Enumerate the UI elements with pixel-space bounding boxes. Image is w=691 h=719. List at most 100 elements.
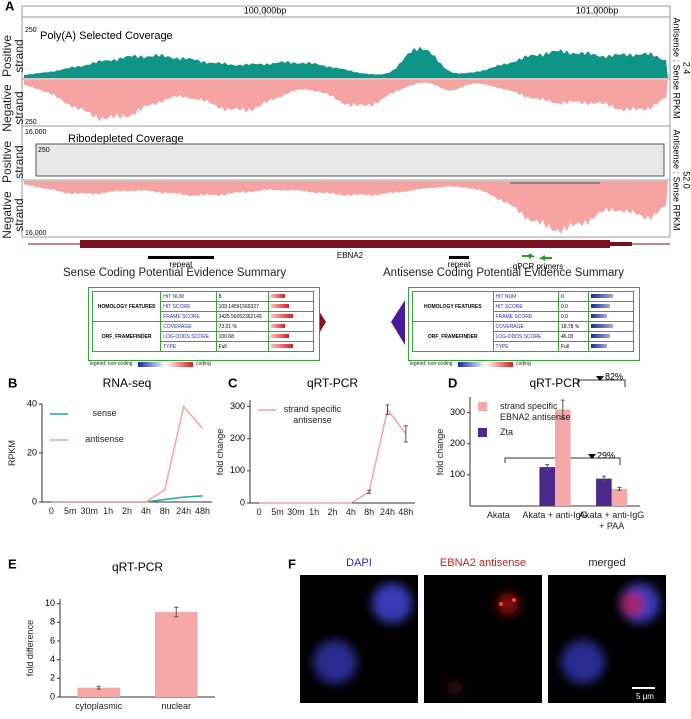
evidence-glyph xyxy=(591,303,610,308)
table-cell: HIT NUM xyxy=(492,291,559,302)
table-title: Antisense Coding Potential Evidence Summ… xyxy=(383,267,624,279)
ratio-value: 52.0 xyxy=(682,171,691,189)
error-bar xyxy=(601,475,606,482)
arrow-antisense xyxy=(391,300,405,345)
y-axis-label: fold change xyxy=(435,428,445,475)
table-row: ORF_FRAMEFINDER COVERAGE 73.01 % xyxy=(91,321,314,352)
legend-label: strand specific EBNA2 antisense xyxy=(500,401,571,422)
repeat-label: repeat xyxy=(448,260,471,269)
table-legend: legend: non-coding xyxy=(90,361,133,367)
x-tick-label: 30m xyxy=(287,507,305,517)
y-tick-label: 2 xyxy=(50,673,55,683)
table-cell: 0.0 xyxy=(557,301,590,312)
chart-title: qRT-PCR xyxy=(112,560,163,574)
table-legend: legend: non-coding xyxy=(410,361,453,367)
x-tick-label: 0 xyxy=(256,507,262,517)
table-box: HOMOLOGY FEATURES HIT NUM 0 HIT SCORE 0.0 FRA… xyxy=(408,287,640,361)
table-cell: 73.01 % xyxy=(215,321,270,332)
error-bar xyxy=(560,399,565,420)
x-tick-label: Akata + anti-IgG xyxy=(522,510,588,520)
table-cell xyxy=(268,341,314,352)
legend-label: antisense xyxy=(85,434,124,444)
x-tick-label: 0 xyxy=(48,506,54,516)
error-bar xyxy=(403,425,408,443)
table-cell: TYPE xyxy=(492,341,559,352)
table-cell: Full xyxy=(557,341,590,352)
error-bar xyxy=(545,464,550,471)
x-tick-label: cytoplasmic xyxy=(75,701,123,711)
legend-label: strand specific antisense xyxy=(283,404,342,425)
y-axis-label: fold difference xyxy=(25,619,35,677)
scale-label: 250 xyxy=(25,119,37,126)
x-tick-label: 5m xyxy=(271,507,284,517)
table-cell: LOG-ODDS SCORE xyxy=(492,331,559,342)
table-cell: HOMOLOGY FEATURES xyxy=(412,291,494,322)
table-cell xyxy=(588,311,634,322)
foci xyxy=(499,602,503,606)
table-cell: ORF_FRAMEFINDER xyxy=(91,321,162,352)
chart-title: qRT-PCR xyxy=(529,376,580,390)
evidence-glyph xyxy=(271,313,293,318)
channel-label: DAPI xyxy=(346,557,372,569)
inner-box xyxy=(35,143,665,177)
x-tick-label: 48h xyxy=(195,506,211,516)
x-tick-label: 8h xyxy=(364,507,375,517)
x-tick-label: 2h xyxy=(121,506,132,516)
x-tick-label: Akata xyxy=(486,510,510,520)
coverage-area xyxy=(24,181,668,234)
x-tick-label: 30m xyxy=(80,506,98,516)
table-row: TYPE Full xyxy=(413,341,634,352)
y-tick-label: 200 xyxy=(450,438,465,448)
error-bar xyxy=(174,606,179,618)
x-tick-label: 4h xyxy=(345,507,356,517)
x-tick-label: 2h xyxy=(327,507,338,517)
table-cell xyxy=(268,301,314,312)
panel-letter: E xyxy=(8,556,17,571)
y-tick-label: 0 xyxy=(50,691,55,701)
channel-label: EBNA2 antisense xyxy=(440,557,526,569)
table-cell: 109.14591569327 xyxy=(215,301,270,312)
y-tick-label: 4 xyxy=(50,654,55,664)
scale-label: 250 xyxy=(25,27,37,34)
evidence-table: HOMOLOGY FEATURES HIT NUM 0 HIT SCORE 0.0 FRA… xyxy=(412,291,634,352)
strand-label: Positive strand xyxy=(0,34,26,78)
panel-letter: B xyxy=(8,375,17,390)
legend-swatch xyxy=(478,428,487,437)
table-row: HOMOLOGY FEATURES HIT NUM 8 xyxy=(91,291,314,322)
y-tick-label: 300 xyxy=(230,401,245,411)
table-cell: HIT SCORE xyxy=(160,301,217,312)
table-cell: COVERAGE xyxy=(492,321,559,332)
y-tick-label: 300 xyxy=(450,407,465,417)
table-cell: 0.0 xyxy=(557,311,590,322)
primer-arrows xyxy=(522,253,552,261)
chart-title: RNA-seq xyxy=(103,376,152,390)
table-legend: coding xyxy=(196,361,211,367)
bracket-arrow xyxy=(588,454,596,459)
table-cell xyxy=(268,291,314,302)
table-cell xyxy=(588,291,634,302)
ratio-label: Antisense : Sense RPKM xyxy=(672,129,682,230)
x-tick-label: 4h xyxy=(140,506,151,516)
panel-letter: C xyxy=(228,375,238,390)
track-title: Ribodepleted Coverage xyxy=(68,133,184,145)
table-title: Sense Coding Potential Evidence Summary xyxy=(63,267,287,279)
table-cell: 100.68 xyxy=(215,331,270,342)
foci xyxy=(512,598,516,602)
bracket xyxy=(577,379,626,387)
coverage-area xyxy=(24,46,668,78)
evidence-glyph xyxy=(591,293,613,298)
y-tick-label: 100 xyxy=(450,469,465,479)
x-tick-label: 1h xyxy=(309,507,320,517)
ratio-value: 2.4 xyxy=(682,62,691,75)
legend-swatch xyxy=(478,402,487,411)
y-tick-label: 20 xyxy=(27,447,37,457)
x-tick-label: 5m xyxy=(64,506,77,516)
y-tick-label: 10 xyxy=(45,598,55,608)
table-cell xyxy=(588,321,634,332)
table-cell xyxy=(588,301,634,312)
x-tick-label: 1h xyxy=(103,506,114,516)
ruler-label: 100,000bp xyxy=(244,5,287,15)
scale-label: 250 xyxy=(38,147,50,154)
error-bar xyxy=(367,489,372,494)
